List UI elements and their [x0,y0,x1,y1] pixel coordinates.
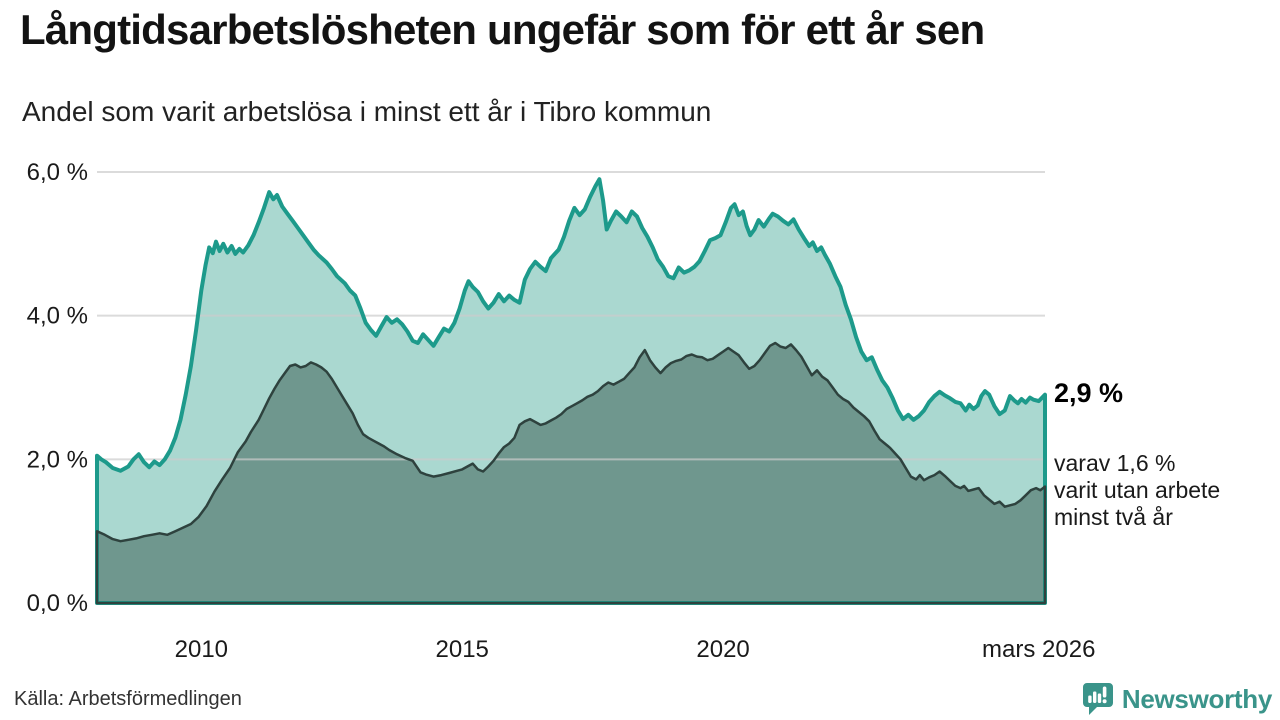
secondary-value-line: minst två år [1054,504,1173,530]
y-tick-label: 2,0 % [27,446,88,473]
source-caption: Källa: Arbetsförmedlingen [14,688,242,710]
secondary-value-line: varit utan arbete [1054,477,1221,503]
latest-value-label: 2,9 % [1054,378,1124,408]
x-tick-label: 2015 [436,636,489,663]
series-line-0 [95,177,1047,605]
series-line-1 [95,341,1047,605]
y-tick-label: 4,0 % [27,303,88,330]
secondary-value-label: varav 1,6 % varit utan arbete minst två … [1054,450,1220,531]
x-tick-label: 2010 [175,636,228,663]
y-tick-label: 6,0 % [27,159,88,186]
page-title: Långtidsarbetslösheten ungefär som för e… [20,6,985,53]
x-tick-label: 2020 [696,636,749,663]
newsworthy-logo-icon [1082,683,1113,715]
chart-subtitle: Andel som varit arbetslösa i minst ett å… [22,96,712,127]
y-tick-label: 0,0 % [27,590,88,617]
x-tick-label: mars 2026 [982,636,1095,663]
newsworthy-logo-text: Newsworthy [1121,683,1272,714]
secondary-value-line: varav 1,6 % [1054,450,1176,476]
newsworthy-logo: Newsworthy [1081,681,1272,717]
series-fill-1 [97,343,1045,603]
